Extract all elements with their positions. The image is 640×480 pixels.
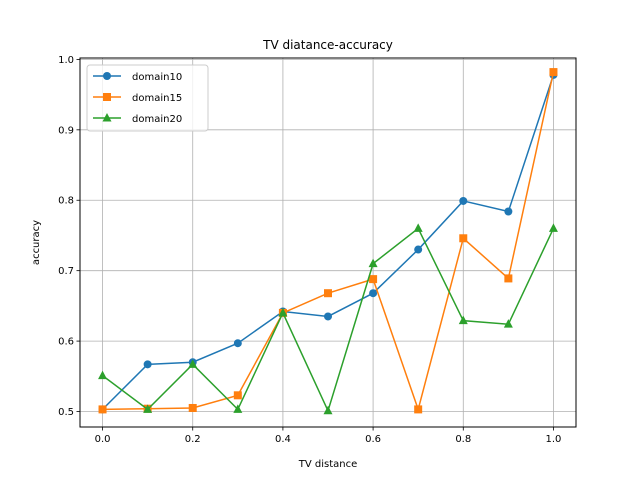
legend-label: domain20 (132, 114, 182, 125)
data-point-domain10 (504, 208, 512, 216)
data-point-domain20 (549, 223, 558, 232)
legend-label: domain10 (132, 72, 182, 83)
x-tick-label: 1.0 (546, 434, 562, 445)
data-point-domain15 (549, 68, 557, 76)
data-point-domain10 (369, 289, 377, 297)
data-point-domain15 (99, 405, 107, 413)
data-point-domain10 (144, 360, 152, 368)
legend-label: domain15 (132, 93, 182, 104)
data-point-domain20 (459, 316, 468, 325)
data-point-domain20 (369, 259, 378, 268)
data-point-domain15 (189, 404, 197, 412)
y-tick-label: 0.8 (58, 196, 74, 207)
x-tick-label: 0.0 (95, 434, 111, 445)
data-point-domain10 (234, 339, 242, 347)
x-axis-ticks: 0.0 0.2 0.4 0.6 0.8 1.0 (95, 427, 562, 445)
y-tick-label: 1.0 (58, 55, 74, 66)
data-point-domain15 (504, 274, 512, 282)
data-point-domain15 (459, 234, 467, 242)
x-tick-label: 0.6 (365, 434, 381, 445)
x-tick-label: 0.4 (275, 434, 291, 445)
data-point-domain10 (324, 312, 332, 320)
legend-marker (103, 93, 111, 101)
y-tick-label: 0.9 (58, 125, 74, 136)
x-axis-label: TV distance (298, 459, 358, 470)
data-point-domain15 (369, 275, 377, 283)
chart-title: TV diatance-accuracy (262, 38, 393, 52)
legend: domain10 domain15 domain20 (87, 65, 208, 131)
data-point-domain20 (414, 223, 423, 232)
y-tick-label: 0.5 (58, 407, 74, 418)
data-point-domain15 (324, 289, 332, 297)
data-point-domain10 (414, 246, 422, 254)
y-axis-ticks: 0.5 0.6 0.7 0.8 0.9 1.0 (58, 55, 80, 418)
y-tick-label: 0.7 (58, 266, 74, 277)
data-point-domain15 (234, 391, 242, 399)
y-tick-label: 0.6 (58, 337, 74, 348)
data-point-domain10 (459, 197, 467, 205)
x-tick-label: 0.2 (185, 434, 201, 445)
y-axis-label: accuracy (31, 220, 42, 265)
data-point-domain20 (324, 406, 333, 415)
x-tick-label: 0.8 (455, 434, 471, 445)
data-point-domain20 (98, 371, 107, 380)
data-point-domain15 (414, 405, 422, 413)
legend-marker (103, 72, 111, 80)
